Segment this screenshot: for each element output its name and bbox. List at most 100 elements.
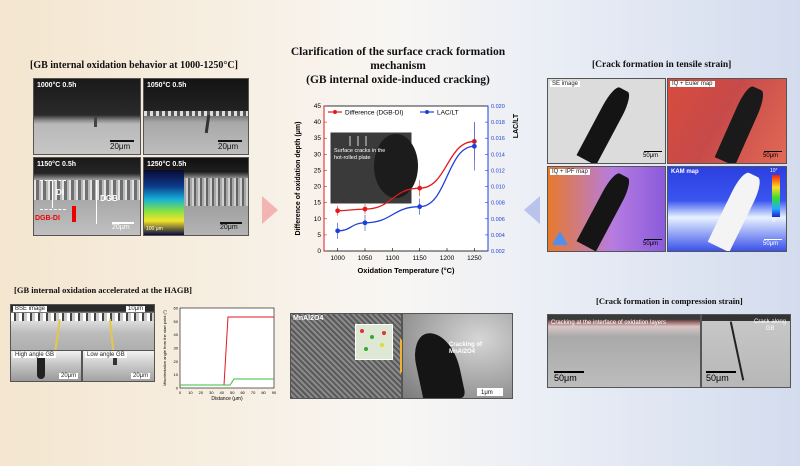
legend-marker: [333, 110, 337, 114]
compression-interface-image: Cracking at the interface of oxidation l…: [547, 314, 701, 388]
oxide-crack-mark: [94, 117, 97, 127]
legend-label: Difference (DGB-DI): [345, 110, 403, 117]
scale-label: 20μm: [220, 224, 238, 231]
di-arrow: [52, 180, 53, 208]
inset-caption: Surface cracks in the hot-rolled plate: [334, 148, 386, 161]
flow-arrow-left: [524, 196, 540, 224]
panel-label: 1050°C 0.5h: [147, 82, 187, 89]
di-bracket: [40, 180, 66, 210]
crack-shape: [576, 170, 634, 251]
right-bottom-header: [Crack formation in compression strain]: [596, 296, 743, 306]
misorientation-profile-plot: 0 10 20 30 40 50 60 70 80 90 0 10 20 30 40 50 60 Distanc…: [162, 306, 277, 403]
scale-bar: [644, 151, 662, 152]
profile-y-tick-label: 30: [174, 346, 179, 351]
lagb-profile-line: [180, 378, 274, 386]
x-tick-label: 1200: [440, 255, 455, 262]
y2-tick-label: 0.004: [491, 233, 505, 239]
inset-scale: 100 μm: [146, 226, 163, 232]
scale-box: [477, 388, 503, 396]
scale-label: 1μm: [481, 390, 493, 396]
high-angle-label: High angle GB: [13, 352, 57, 358]
profile-x-tick-label: 90: [272, 390, 277, 395]
micrograph-1050c: 1050°C 0.5h 20μm: [143, 78, 249, 155]
gb-crack-caption: Crack along GB: [753, 319, 786, 332]
profile-x-tick-label: 50: [230, 390, 235, 395]
main-title: Clarification of the surface crack forma…: [278, 45, 518, 87]
interface-caption: Cracking at the interface of oxidation l…: [551, 320, 667, 326]
title-line-1: Clarification of the surface crack forma…: [290, 46, 506, 58]
dgb-label: DGB: [100, 194, 118, 203]
scale-label: 50μm: [706, 373, 729, 383]
profile-x-tick-label: 40: [220, 390, 225, 395]
x-tick-label: 1150: [413, 255, 427, 262]
x-tick-label: 1050: [358, 255, 373, 262]
low-angle-label: Low angle GB: [85, 352, 127, 358]
legend-marker: [425, 110, 429, 114]
ipf-triangle-legend: [552, 231, 568, 245]
legend-label: LAC/LT: [437, 110, 459, 117]
panel-label: 1150°C 0.5h: [37, 161, 76, 168]
profile-x-tick-label: 20: [199, 390, 204, 395]
profile-x-tick-label: 0: [179, 390, 182, 395]
y2-tick-label: 0.020: [491, 104, 505, 110]
data-point: [417, 204, 423, 210]
lagb-image: Low angle GB 20μm: [82, 350, 155, 382]
profile-x-tick-label: 80: [261, 390, 266, 395]
y-tick-label: 5: [317, 232, 321, 239]
profile-y-tick-label: 50: [174, 319, 179, 324]
panel-label: 1000°C 0.5h: [37, 82, 77, 89]
panel-label: 1250°C 0.5h: [147, 161, 187, 168]
difference-label: DGB-DI: [35, 215, 60, 222]
profile-y-tick-label: 10: [174, 372, 179, 377]
crack-shape: [576, 84, 634, 163]
x-tick-label: 1100: [385, 255, 399, 262]
y2-axis-label: LAC/LT: [513, 113, 520, 138]
kam-colorbar: [772, 175, 780, 217]
y2-tick-label: 0.012: [491, 168, 505, 174]
scale-label: 20μm: [218, 142, 239, 151]
y-tick-label: 25: [314, 167, 322, 174]
profile-y-tick-label: 20: [174, 359, 179, 364]
panel-label: IQ + Euler map: [670, 81, 715, 87]
crystal-structure-inset: [355, 324, 393, 360]
scale-bar: [220, 222, 242, 224]
scale-bar: [554, 371, 584, 373]
scale-label-b: 20μm: [131, 373, 151, 379]
difference-marker: [72, 206, 76, 222]
y2-tick-label: 0.008: [491, 201, 505, 207]
y-tick-label: 30: [314, 151, 322, 158]
profile-y-tick-label: 0: [176, 386, 179, 391]
panel-label: KAM map: [671, 169, 699, 175]
y2-tick-label: 0.002: [491, 249, 505, 255]
surface-crack-inset-image: Surface cracks in the hot-rolled plate: [329, 131, 418, 205]
y-tick-label: 40: [314, 119, 322, 126]
panel-label: SE image: [550, 81, 581, 87]
crack-image: Cracking of MnAl2O4 1μm: [402, 313, 513, 399]
scale-bar: [764, 239, 782, 240]
profile-frame: [179, 307, 275, 389]
right-top-header: [Crack formation in tensile strain]: [592, 60, 732, 70]
x-tick-label: 1000: [330, 255, 345, 262]
scale-label: 20μm: [112, 224, 130, 231]
data-point: [362, 206, 368, 212]
scale-label: 50μm: [643, 241, 659, 247]
data-point: [335, 208, 341, 214]
profile-x-tick-label: 10: [188, 390, 193, 395]
y-tick-label: 10: [314, 216, 322, 223]
micrograph-1250c: 1250°C 0.5h 100 μm 20μm: [143, 157, 249, 236]
title-line-2: mechanism: [370, 60, 426, 72]
y2-tick-label: 0.016: [491, 136, 505, 142]
bse-scale: 10μm: [126, 306, 146, 312]
crack-caption: Cracking of MnAl2O4: [449, 342, 483, 355]
scale-bar: [644, 239, 662, 240]
gb-oxide-mark: [204, 114, 211, 134]
hagb-image: High angle GB 20μm: [10, 350, 82, 382]
y2-tick-label: 0.018: [491, 120, 505, 126]
y2-tick-label: 0.006: [491, 217, 505, 223]
kam-max-label: 10°: [770, 168, 778, 174]
x-tick-label: 1250: [467, 255, 482, 262]
y-tick-label: 35: [314, 135, 322, 142]
y2-tick-label: 0.010: [491, 185, 505, 191]
dgb-arrow: [96, 180, 97, 224]
profile-x-tick-label: 60: [240, 390, 245, 395]
